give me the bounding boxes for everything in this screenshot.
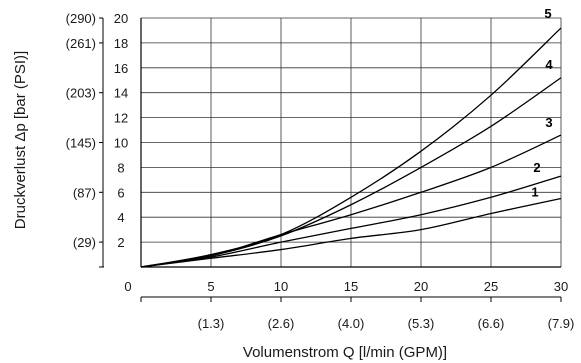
x-secondary-tick-label: (6.6) bbox=[478, 316, 505, 331]
x-axis-label: Volumenstrom Q [l/min (GPM)] bbox=[243, 344, 447, 361]
tick-labels: (29)(87)(145)(203)(261)(290)246810121416… bbox=[66, 6, 575, 331]
ticks bbox=[99, 17, 562, 302]
x-tick-label: 20 bbox=[414, 279, 428, 294]
curve-5 bbox=[140, 27, 562, 268]
y-secondary-tick-label: (145) bbox=[66, 136, 96, 151]
x-secondary-tick-label: (1.3) bbox=[198, 316, 225, 331]
x-tick-label: 25 bbox=[484, 279, 498, 294]
y-secondary-tick-label: (290) bbox=[66, 11, 96, 26]
x-secondary-tick-label: (5.3) bbox=[408, 316, 435, 331]
curve-label-3: 3 bbox=[545, 115, 552, 130]
grid bbox=[141, 17, 562, 267]
series bbox=[140, 27, 562, 268]
curve-label-2: 2 bbox=[533, 160, 540, 175]
x-secondary-tick-label: (4.0) bbox=[338, 316, 365, 331]
y-tick-label: 12 bbox=[114, 111, 128, 126]
curve-4 bbox=[140, 77, 562, 268]
curve-label-1: 1 bbox=[531, 185, 538, 200]
x-tick-label: 5 bbox=[207, 279, 214, 294]
x-tick-label: 10 bbox=[274, 279, 288, 294]
y-tick-label: 6 bbox=[117, 185, 124, 200]
y-tick-label: 4 bbox=[117, 210, 124, 225]
y-tick-label: 8 bbox=[117, 160, 124, 175]
curve-1 bbox=[140, 197, 562, 268]
y-secondary-tick-label: (29) bbox=[73, 235, 96, 250]
y-tick-label: 10 bbox=[114, 136, 128, 151]
y-tick-label: 16 bbox=[114, 61, 128, 76]
y-tick-label: 18 bbox=[114, 36, 128, 51]
x-tick-label: 15 bbox=[344, 279, 358, 294]
axes bbox=[99, 18, 561, 298]
y-tick-label: 20 bbox=[114, 11, 128, 26]
y-axis-label: Druckverlust Δp [bar (PSI)] bbox=[12, 51, 29, 229]
x-secondary-tick-label: (2.6) bbox=[268, 316, 295, 331]
y-secondary-tick-label: (87) bbox=[73, 185, 96, 200]
y-tick-label: 14 bbox=[114, 86, 128, 101]
x-tick-label: 30 bbox=[554, 279, 568, 294]
y-secondary-tick-label: (261) bbox=[66, 36, 96, 51]
x-secondary-tick-label: (7.9) bbox=[548, 316, 575, 331]
y-secondary-tick-label: (203) bbox=[66, 86, 96, 101]
y-tick-label: 2 bbox=[117, 235, 124, 250]
x-tick-label: 0 bbox=[124, 279, 131, 294]
curve-2 bbox=[140, 175, 562, 268]
curve-label-5: 5 bbox=[544, 6, 551, 21]
curve-label-4: 4 bbox=[545, 57, 553, 72]
